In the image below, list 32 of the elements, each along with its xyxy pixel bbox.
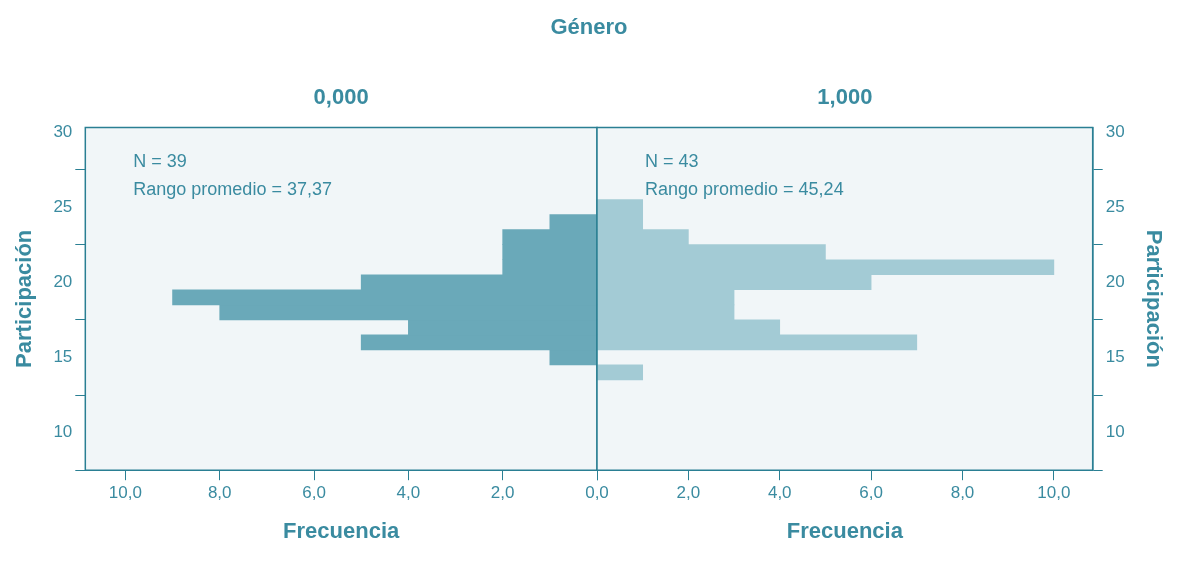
y-tick-label: 15 xyxy=(1105,347,1125,367)
y-tick-label: 30 xyxy=(53,121,73,141)
y-tick-label: 15 xyxy=(53,347,73,367)
y-tick-label: 30 xyxy=(1105,121,1125,141)
y-axis-title: Participación xyxy=(11,229,37,368)
annotation: Rango promedio = 45,24 xyxy=(645,179,844,200)
y-tick-label: 25 xyxy=(1105,196,1125,216)
x-axis-title: Frecuencia xyxy=(786,517,904,543)
x-tick-label: 6,0 xyxy=(859,483,883,503)
x-tick-label: 8,0 xyxy=(950,483,975,503)
x-tick-label: 8,0 xyxy=(207,483,232,503)
y-axis-title: Participación xyxy=(1141,229,1167,368)
x-tick-label: 4,0 xyxy=(396,483,421,503)
chart-subtitle: 1,000 xyxy=(817,84,873,110)
x-tick-label: 2,0 xyxy=(490,483,515,503)
y-tick-label: 10 xyxy=(53,422,73,442)
y-tick-label: 20 xyxy=(53,271,73,291)
annotation: N = 43 xyxy=(645,151,699,172)
y-tick-label: 20 xyxy=(1105,271,1125,291)
chart-subtitle: 0,000 xyxy=(313,84,369,110)
x-tick-label: 2,0 xyxy=(676,483,701,503)
chart-title: Género xyxy=(549,14,629,40)
x-tick-label: 10,0 xyxy=(1037,483,1071,503)
y-tick-label: 10 xyxy=(1105,422,1125,442)
x-tick-label: 0,0 xyxy=(585,483,609,503)
y-tick-label: 25 xyxy=(53,196,73,216)
x-tick-label: 10,0 xyxy=(108,483,142,503)
annotation: N = 39 xyxy=(133,151,187,172)
x-axis-title: Frecuencia xyxy=(283,517,400,543)
annotation: Rango promedio = 37,37 xyxy=(133,179,332,200)
x-tick-label: 4,0 xyxy=(767,483,792,503)
x-tick-label: 6,0 xyxy=(302,483,326,503)
